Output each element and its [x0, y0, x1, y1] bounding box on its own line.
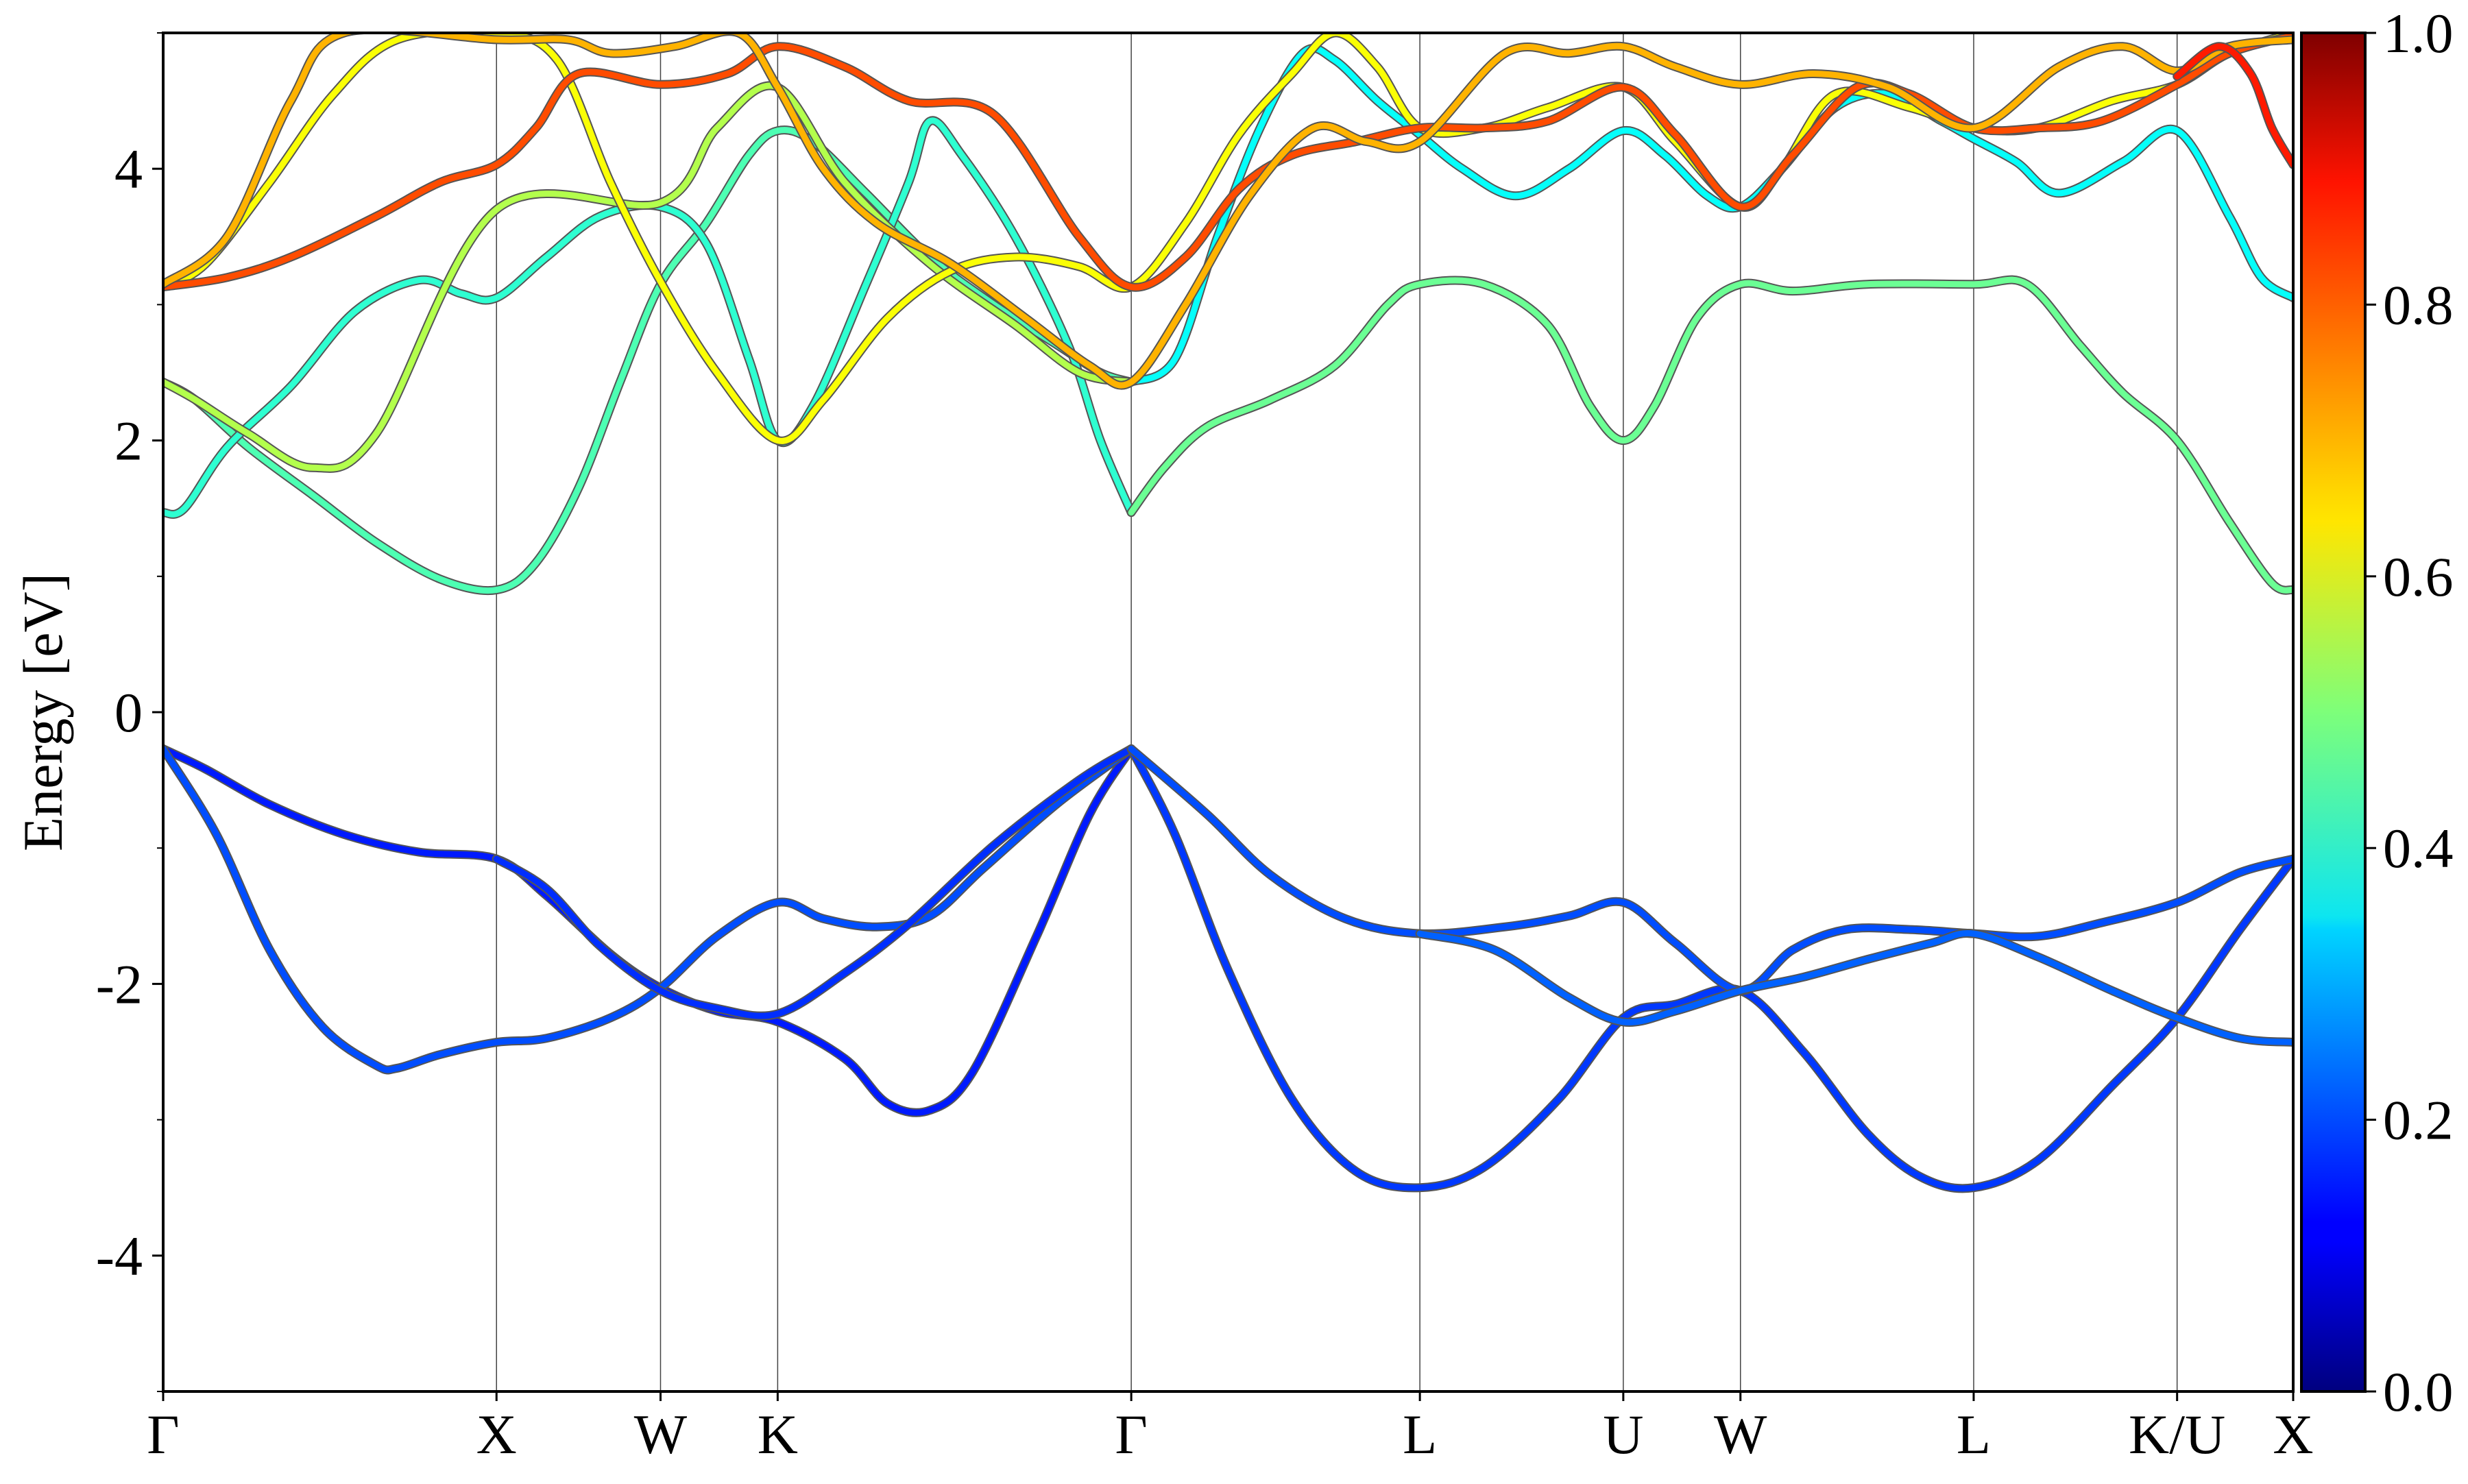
- y-tick-label: 0: [114, 681, 143, 744]
- band-line: [163, 33, 2293, 291]
- band-line: [1128, 276, 2293, 594]
- x-tick-label: L: [1957, 1403, 1991, 1465]
- band-outline: [492, 744, 1136, 1021]
- colorbar: 0.0 0.2 0.4 0.6 0.8 1.0: [2300, 2, 2454, 1423]
- x-tick-label: Γ: [147, 1403, 179, 1465]
- colorbar-tick-label: 0.2: [2383, 1089, 2454, 1152]
- y-tick-label: 2: [114, 410, 143, 472]
- band-line: [1128, 746, 2293, 994]
- x-tick-label: L: [1403, 1403, 1437, 1465]
- y-tick-label: -2: [96, 953, 143, 1015]
- x-tick-label: X: [2273, 1403, 2313, 1465]
- band-line: [2174, 43, 2293, 168]
- x-tick-label: Γ: [1115, 1403, 1147, 1465]
- band-line: [163, 82, 1135, 472]
- colorbar-tick-label: 0.4: [2383, 817, 2454, 879]
- x-tick-label: U: [1603, 1403, 1643, 1465]
- high-symmetry-lines: [496, 33, 2178, 1391]
- colorbar-tick-label: 0.6: [2383, 546, 2454, 608]
- x-tick-label: X: [476, 1403, 517, 1465]
- x-tick-label: W: [634, 1403, 688, 1465]
- y-axis: -4 -2 0 2 4: [96, 32, 163, 1392]
- band-line: [163, 117, 1135, 518]
- band-outline: [163, 744, 1136, 1117]
- band-outline: [163, 81, 1136, 473]
- y-tick-label: -4: [96, 1225, 143, 1287]
- x-tick-label: W: [1714, 1403, 1767, 1465]
- x-tick-label: K: [758, 1403, 798, 1465]
- band-lines: [163, 33, 2293, 1193]
- colorbar-gradient: [2300, 32, 2367, 1393]
- band-outline: [1126, 275, 2293, 595]
- band-line: [493, 746, 1135, 1019]
- colorbar-tick-label: 1.0: [2383, 2, 2454, 64]
- band-line: [1416, 930, 2293, 1046]
- band-line: [163, 33, 2293, 389]
- colorbar-tick-label: 0.8: [2383, 273, 2454, 336]
- band-outline: [1126, 744, 2293, 995]
- x-tick-label: K/U: [2129, 1403, 2225, 1465]
- band-line: [163, 746, 1135, 1116]
- x-axis: Γ X W K Γ L U W L K/U X: [147, 1391, 2314, 1465]
- band-line: [163, 746, 1135, 1073]
- y-axis-label: Energy [eV]: [12, 573, 74, 851]
- band-line: [163, 33, 2293, 444]
- band-line: [1128, 746, 2293, 1192]
- band-line: [163, 127, 1135, 594]
- y-tick-label: 4: [114, 138, 143, 200]
- colorbar-tick-label: 0.0: [2383, 1361, 2454, 1423]
- band-outline: [163, 744, 1136, 1075]
